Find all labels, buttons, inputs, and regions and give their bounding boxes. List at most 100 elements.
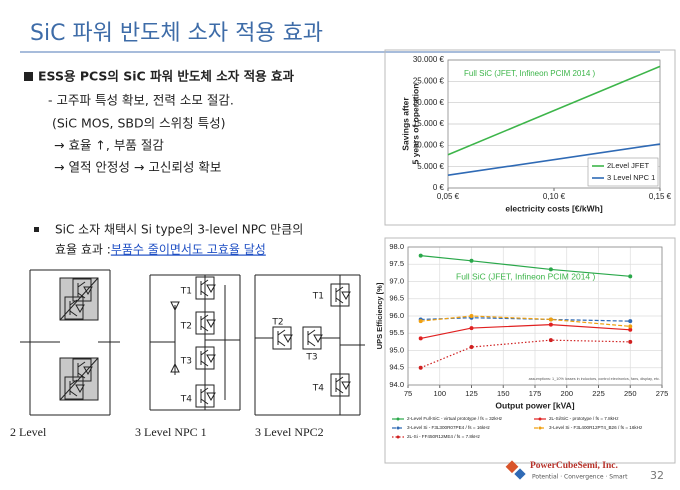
x-tick-label: 75 <box>404 389 412 398</box>
y-tick-label: 94.0 <box>389 380 404 389</box>
text-line: → 효율 ↑, 부품 절감 <box>54 138 164 153</box>
y-tick-label: 96.5 <box>389 294 404 303</box>
series-marker <box>548 338 553 343</box>
switch <box>72 358 92 382</box>
switch-label: T2 <box>271 318 283 328</box>
wire <box>77 372 86 379</box>
series-marker <box>628 319 633 324</box>
x-axis-label: Output power [kVA] <box>495 400 574 410</box>
x-tick-label: 125 <box>465 389 478 398</box>
diode <box>206 392 216 402</box>
switch-label: T3 <box>180 357 192 367</box>
legend-label: 2Level JFET <box>607 161 650 170</box>
x-tick-label: 250 <box>624 389 637 398</box>
series-marker <box>628 327 633 332</box>
y-tick-label: 97.0 <box>389 276 404 285</box>
y-tick-label: 94.5 <box>389 363 404 372</box>
diode <box>206 319 216 329</box>
wire <box>59 277 99 321</box>
wire <box>59 357 99 401</box>
switch <box>64 376 84 400</box>
y-axis-label: 5 years of operation <box>410 84 420 165</box>
series-marker <box>548 267 553 272</box>
text-line: SiC 소자 채택시 Si type의 3-level NPC 만큼의 <box>55 223 303 237</box>
diode <box>206 354 216 364</box>
diode <box>283 334 293 344</box>
x-tick-label: 0,15 € <box>649 192 672 201</box>
y-tick-label: 97.5 <box>389 259 404 268</box>
y-tick-label: 95.5 <box>389 328 404 337</box>
diagram-label: 3 Level NPC2 <box>255 425 324 439</box>
logo-mark <box>514 468 526 480</box>
series-marker <box>418 365 423 370</box>
chart-note: assumptions: 1_10% losses in inductors, … <box>529 377 660 381</box>
series-marker <box>469 314 474 318</box>
diode <box>83 286 93 296</box>
series-marker <box>628 324 633 329</box>
y-tick-label: 98.0 <box>389 242 404 251</box>
x-tick-label: 0,05 € <box>437 192 460 201</box>
switch-label: T2 <box>180 322 192 332</box>
company-name: PowerCubeSemi, Inc. <box>530 461 618 471</box>
wire <box>307 340 316 347</box>
bullet <box>24 72 33 81</box>
series-line <box>420 324 631 340</box>
wire <box>69 379 78 386</box>
series-marker <box>628 339 633 344</box>
diode <box>83 366 93 376</box>
x-axis-label: electricity costs [€/kWh] <box>505 203 602 213</box>
series-marker <box>469 345 474 350</box>
series-marker <box>469 326 474 331</box>
switch-label: T1 <box>312 292 324 302</box>
y-tick-label: 0 € <box>433 183 445 192</box>
diode <box>170 362 180 373</box>
diode <box>313 334 323 344</box>
diagram-label: 3 Level NPC 1 <box>135 425 207 439</box>
x-tick-label: 0,10 € <box>543 192 566 201</box>
chart-frame <box>384 237 676 464</box>
series-marker <box>628 274 633 279</box>
page-number: 32 <box>650 469 664 482</box>
text-line: (SiC MOS, SBD의 스위칭 특성) <box>52 116 225 131</box>
switch <box>64 296 84 320</box>
x-tick-label: 175 <box>529 389 542 398</box>
switch-label: T3 <box>305 353 317 363</box>
legend-marker <box>538 417 542 421</box>
legend-marker <box>538 426 542 430</box>
wire <box>69 310 78 317</box>
tagline: Potential · Convergence · Smart <box>532 474 628 481</box>
x-tick-label: 225 <box>592 389 605 398</box>
text-line: 효율 효과 : <box>55 243 111 257</box>
diagram-label: 2 Level <box>10 425 47 439</box>
wire <box>277 329 286 336</box>
highlight-text: 부품수 줄이면서도 고효율 달성 <box>111 243 266 257</box>
x-tick-label: 100 <box>433 389 446 398</box>
slide-title: SiC 파워 반도체 소자 적용 효과 <box>30 21 323 46</box>
annotation: Full SiC (JFET, Infineon PCIM 2014 ) <box>464 69 595 78</box>
series-line <box>447 143 661 176</box>
legend-label: 3 Level NPC 1 <box>607 173 655 182</box>
chart-frame <box>384 49 676 226</box>
y-axis-label: UPS Efficiency [%] <box>375 282 384 349</box>
series-marker <box>548 322 553 327</box>
wire <box>77 361 86 368</box>
y-tick-label: 20.000 € <box>413 98 445 107</box>
diode <box>75 304 85 314</box>
y-tick-label: 15.000 € <box>413 119 445 128</box>
legend-marker <box>396 417 400 421</box>
wire <box>77 281 86 288</box>
series-marker <box>548 317 553 322</box>
section-heading: ESS용 PCS의 SiC 파워 반도체 소자 적용 효과 <box>38 69 294 84</box>
series-line <box>447 65 661 156</box>
series-line <box>420 255 631 277</box>
annotation: Full SiC (JFET, Infineon PCIM 2014 ) <box>456 271 596 281</box>
legend-label: 2L-Si/SiC - prototype / fs = 7.8kHz <box>549 416 619 421</box>
diode <box>341 291 351 301</box>
y-axis-label: Savings after <box>400 97 410 151</box>
series-line <box>420 315 631 327</box>
wire <box>77 292 86 299</box>
plot-area <box>407 246 663 386</box>
y-tick-label: 96.0 <box>389 311 404 320</box>
diode <box>206 284 216 294</box>
